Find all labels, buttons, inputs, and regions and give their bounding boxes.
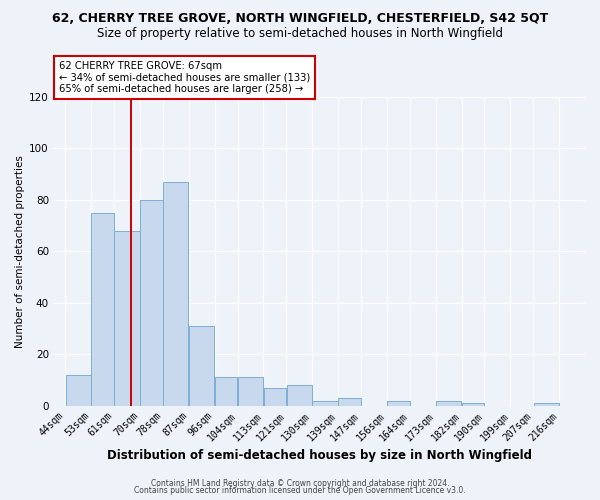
Bar: [215, 378, 237, 406]
Text: 62 CHERRY TREE GROVE: 67sqm
← 34% of semi-detached houses are smaller (133)
65% : 62 CHERRY TREE GROVE: 67sqm ← 34% of sem…: [59, 61, 310, 94]
Bar: [313, 400, 338, 406]
Bar: [238, 378, 263, 406]
Bar: [533, 403, 559, 406]
Bar: [338, 398, 361, 406]
Bar: [462, 403, 484, 406]
Bar: [91, 213, 114, 406]
Bar: [189, 326, 214, 406]
Bar: [65, 375, 91, 406]
Text: Size of property relative to semi-detached houses in North Wingfield: Size of property relative to semi-detach…: [97, 28, 503, 40]
Bar: [163, 182, 188, 406]
Text: Contains HM Land Registry data © Crown copyright and database right 2024.: Contains HM Land Registry data © Crown c…: [151, 478, 449, 488]
Bar: [140, 200, 163, 406]
Bar: [436, 400, 461, 406]
Bar: [387, 400, 410, 406]
Text: 62, CHERRY TREE GROVE, NORTH WINGFIELD, CHESTERFIELD, S42 5QT: 62, CHERRY TREE GROVE, NORTH WINGFIELD, …: [52, 12, 548, 26]
Y-axis label: Number of semi-detached properties: Number of semi-detached properties: [15, 155, 25, 348]
Bar: [263, 388, 286, 406]
X-axis label: Distribution of semi-detached houses by size in North Wingfield: Distribution of semi-detached houses by …: [107, 450, 532, 462]
Text: Contains public sector information licensed under the Open Government Licence v3: Contains public sector information licen…: [134, 486, 466, 495]
Bar: [287, 385, 312, 406]
Bar: [115, 231, 140, 406]
